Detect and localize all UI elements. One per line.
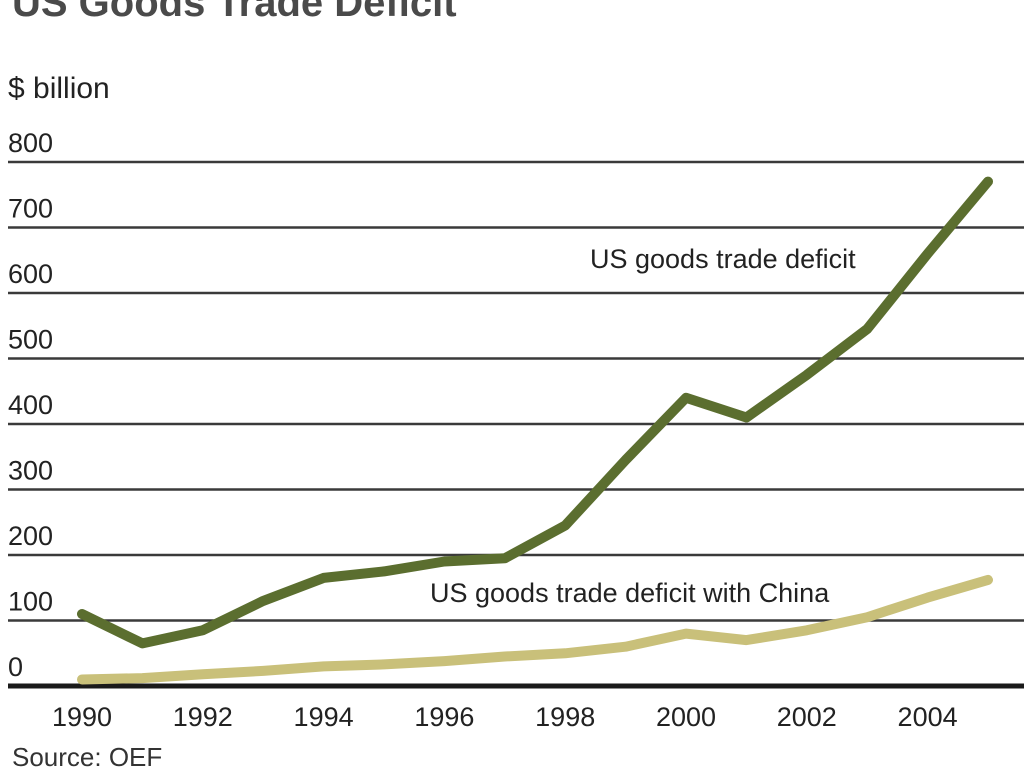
- series-line-us-goods-trade-deficit: [77, 176, 993, 649]
- x-tick-labels: 1990 1992 1994 1996 1998 2000 2002 2004: [52, 702, 958, 732]
- y-tick-label: 200: [8, 521, 53, 551]
- y-tick-label: 0: [8, 652, 23, 682]
- annotation-us-goods-trade-deficit-with-china: US goods trade deficit with China: [430, 578, 830, 608]
- y-tick-labels: 800 700 600 500 400 300 200 100 0: [8, 128, 53, 682]
- series-lines: [77, 176, 993, 685]
- y-axis-unit-label: $ billion: [8, 72, 110, 105]
- y-tick-label: 500: [8, 325, 53, 355]
- y-tick-label: 300: [8, 456, 53, 486]
- x-tick-label: 2000: [656, 702, 716, 732]
- x-tick-label: 1990: [52, 702, 112, 732]
- chart-title: US Goods Trade Deficit: [12, 0, 457, 25]
- x-tick-label: 2004: [898, 702, 958, 732]
- y-tick-label: 600: [8, 259, 53, 289]
- series-line-us-goods-trade-deficit-with-china: [77, 574, 993, 685]
- x-tick-label: 1996: [414, 702, 474, 732]
- x-tick-label: 1994: [294, 702, 354, 732]
- source-note: Source: OEF: [12, 742, 162, 768]
- x-tick-label: 2002: [777, 702, 837, 732]
- gridlines: [8, 160, 1024, 689]
- y-tick-label: 700: [8, 194, 53, 224]
- x-tick-label: 1992: [173, 702, 233, 732]
- y-tick-label: 400: [8, 390, 53, 420]
- y-tick-label: 100: [8, 587, 53, 617]
- annotation-us-goods-trade-deficit: US goods trade deficit: [590, 244, 856, 274]
- x-tick-label: 1998: [535, 702, 595, 732]
- y-tick-label: 800: [8, 128, 53, 158]
